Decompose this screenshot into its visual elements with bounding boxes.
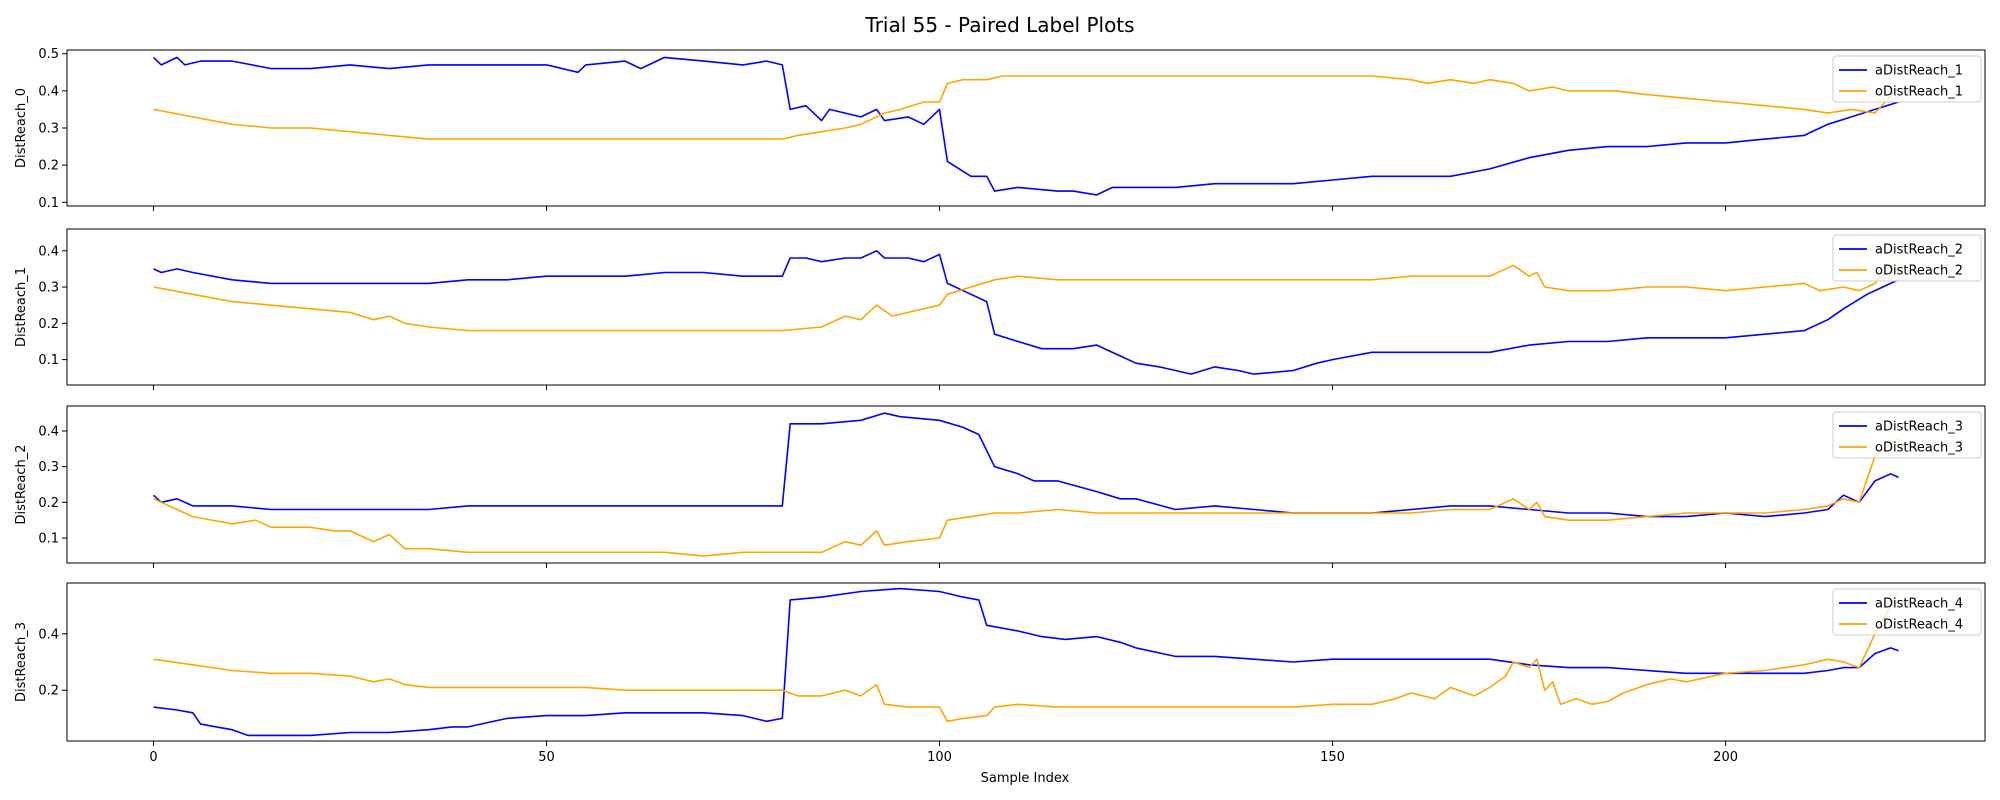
y-tick-label: 0.4 bbox=[38, 627, 59, 642]
plot-frame bbox=[66, 49, 1986, 207]
x-tick-label: 150 bbox=[1320, 750, 1345, 765]
y-tick-label: 0.3 bbox=[38, 281, 59, 296]
x-axis-label: Sample Index bbox=[981, 771, 1070, 786]
legend: aDistReach_1 oDistReach_1 bbox=[1832, 55, 1982, 103]
subplot-2: 0.1 0.2 0.3 0.4 DistReach_2 aDistReach_3 oDist… bbox=[14, 405, 1986, 568]
legend-label: oDistReach_2 bbox=[1875, 264, 1963, 279]
plot-frame bbox=[66, 228, 1986, 386]
subplot-3: 0.2 0.4 0 50 100 150 200 DistReach_3 aDistReach_… bbox=[14, 582, 1986, 765]
legend: aDistReach_3 oDistReach_3 bbox=[1832, 411, 1982, 459]
y-tick-label: 0.2 bbox=[38, 159, 59, 174]
legend-label: oDistReach_3 bbox=[1875, 441, 1963, 456]
x-tick-label: 50 bbox=[538, 750, 555, 765]
x-tick-label: 0 bbox=[149, 750, 157, 765]
legend-label: oDistReach_4 bbox=[1875, 618, 1963, 633]
y-tick-label: 0.2 bbox=[38, 317, 59, 332]
legend-label: aDistReach_3 bbox=[1875, 420, 1963, 435]
plot-frame bbox=[66, 582, 1986, 742]
y-axis-label: DistReach_2 bbox=[14, 444, 29, 524]
y-tick-label: 0.2 bbox=[38, 684, 59, 699]
legend: aDistReach_4 oDistReach_4 bbox=[1832, 588, 1982, 636]
legend: aDistReach_2 oDistReach_2 bbox=[1832, 234, 1982, 282]
x-tick-label: 200 bbox=[1713, 750, 1738, 765]
series-line-aDistReach_3 bbox=[152, 412, 1899, 518]
legend-label: aDistReach_2 bbox=[1875, 243, 1963, 258]
y-tick-label: 0.4 bbox=[38, 424, 59, 439]
series-line-oDistReach_1 bbox=[153, 75, 1900, 140]
legend-label: oDistReach_1 bbox=[1875, 85, 1963, 100]
x-tick-label: 100 bbox=[927, 750, 952, 765]
y-axis-label: DistReach_3 bbox=[14, 622, 29, 702]
y-tick-label: 0.1 bbox=[38, 196, 59, 211]
legend-label: aDistReach_4 bbox=[1875, 597, 1963, 612]
series-line-aDistReach_2 bbox=[153, 250, 1899, 375]
plot-frame bbox=[66, 405, 1986, 564]
legend-box bbox=[1832, 411, 1982, 459]
y-axis-label: DistReach_1 bbox=[14, 267, 29, 347]
legend-label: aDistReach_1 bbox=[1875, 64, 1963, 79]
y-tick-label: 0.3 bbox=[38, 460, 59, 475]
y-tick-label: 0.3 bbox=[38, 122, 59, 137]
legend-box bbox=[1832, 588, 1982, 636]
series-line-oDistReach_2 bbox=[153, 264, 1900, 332]
series-line-oDistReach_4 bbox=[153, 591, 1900, 723]
y-tick-label: 0.4 bbox=[38, 84, 59, 99]
subplot-0: 0.1 0.2 0.3 0.4 0.5 DistReach_0 aDistReach_1 oD… bbox=[14, 47, 1986, 211]
y-tick-label: 0.1 bbox=[38, 353, 59, 368]
y-tick-label: 0.4 bbox=[38, 244, 59, 259]
y-tick-label: 0.2 bbox=[38, 496, 59, 511]
series-line-aDistReach_4 bbox=[153, 587, 1899, 737]
y-tick-label: 0.5 bbox=[38, 47, 59, 62]
subplot-1: 0.1 0.2 0.3 0.4 DistReach_1 aDistReach_2 oDist… bbox=[14, 228, 1986, 390]
figure-title: Trial 55 - Paired Label Plots bbox=[864, 13, 1134, 37]
y-tick-label: 0.1 bbox=[38, 532, 59, 547]
legend-box bbox=[1832, 234, 1982, 282]
legend-box bbox=[1832, 55, 1982, 103]
series-line-aDistReach_1 bbox=[152, 56, 1899, 196]
y-axis-label: DistReach_0 bbox=[14, 88, 29, 168]
subplot-grid: 0.1 0.2 0.3 0.4 0.5 DistReach_0 aDistReach_1 oD… bbox=[14, 47, 1986, 765]
series-line-oDistReach_3 bbox=[153, 437, 1899, 557]
